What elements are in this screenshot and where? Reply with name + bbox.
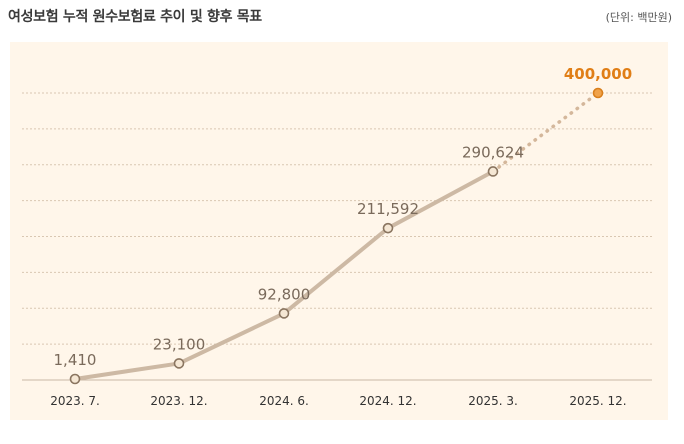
- chart-title: 여성보험 누적 원수보험료 추이 및 향후 목표: [8, 9, 262, 25]
- target-data-label: 400,000: [564, 65, 632, 83]
- data-label: 92,800: [258, 285, 311, 303]
- data-point: [382, 222, 394, 234]
- x-tick-label: 2023. 12.: [150, 394, 207, 408]
- data-label: 211,592: [357, 200, 419, 218]
- chart-panel: [10, 42, 668, 420]
- x-tick-label: 2025. 12.: [569, 394, 626, 408]
- gridlines: [22, 92, 652, 345]
- actual-series-line: [74, 169, 494, 381]
- data-label: 290,624: [462, 143, 524, 161]
- data-label: 1,410: [54, 351, 97, 369]
- target-data-point: [592, 87, 604, 99]
- data-labels: 1,410 23,100 92,800 211,592 290,624 400,000: [54, 65, 633, 369]
- target-series-line: [491, 91, 600, 174]
- data-point: [173, 358, 185, 369]
- x-tick-label: 2024. 6.: [259, 394, 309, 408]
- data-points: [69, 87, 604, 385]
- data-label: 23,100: [153, 335, 206, 353]
- unit-label: (단위: 백만원): [605, 11, 672, 24]
- data-point: [487, 166, 499, 177]
- x-tick-label: 2023. 7.: [50, 394, 100, 408]
- data-point: [278, 308, 290, 319]
- data-point: [69, 373, 81, 385]
- x-tick-labels: 2023. 7. 2023. 12. 2024. 6. 2024. 12. 2025. …: [50, 394, 626, 408]
- x-tick-label: 2024. 12.: [359, 394, 416, 408]
- x-tick-label: 2025. 3.: [468, 394, 518, 408]
